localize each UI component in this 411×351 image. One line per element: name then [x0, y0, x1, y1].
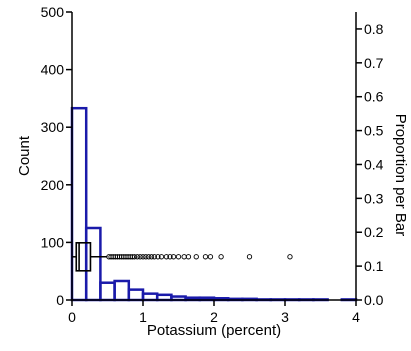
- box-outlier: [193, 254, 199, 260]
- box-outlier: [146, 254, 152, 260]
- y2-tick-label: 0.8: [364, 21, 384, 37]
- y-tick-label: 100: [41, 234, 65, 250]
- histogram-bar: [127, 288, 145, 302]
- box-outlier: [148, 254, 155, 260]
- box-outlier: [129, 254, 136, 260]
- y-axis-title: Count: [16, 135, 33, 176]
- y2-tick-label: 0.0: [364, 292, 384, 308]
- box-outlier: [181, 254, 187, 260]
- y-tick-label: 400: [41, 62, 65, 78]
- box-iqr: [75, 242, 92, 272]
- box-outlier: [143, 254, 149, 260]
- box-outlier: [163, 254, 170, 260]
- y-tick-label: 300: [41, 119, 65, 135]
- box-outlier: [134, 254, 140, 260]
- box-outlier: [218, 254, 224, 260]
- box-outlier: [167, 254, 173, 260]
- box-outlier: [151, 254, 158, 260]
- y2-tick-label: 0.6: [364, 89, 384, 105]
- box-outlier: [175, 254, 182, 260]
- box-outlier: [158, 254, 165, 260]
- box-outlier: [185, 254, 192, 260]
- histogram-bar: [113, 279, 131, 302]
- y2-tick-label: 0.3: [364, 190, 384, 206]
- histogram-bar: [141, 292, 159, 302]
- box-outlier: [140, 254, 146, 260]
- x-tick-label: 1: [139, 309, 147, 325]
- y2-axis-title: Proportion per Bar: [392, 114, 409, 237]
- x-tick-label: 2: [210, 309, 218, 325]
- axis-ticks: 0 1 2 3 4 0 100 200 300 400 500 0.0 0.1 0.2 0.3 0.4 0.5 0…: [41, 4, 384, 325]
- y-tick-label: 0: [56, 292, 64, 308]
- x-tick-label: 0: [68, 309, 76, 325]
- axes: [71, 12, 357, 301]
- y-tick-label: 500: [41, 4, 65, 20]
- box-outlier: [207, 254, 214, 260]
- box-outlier: [131, 254, 138, 260]
- histogram-bar: [155, 293, 173, 302]
- box-outlier: [287, 254, 293, 260]
- box-outlier: [155, 254, 161, 260]
- x-tick-label: 3: [281, 309, 289, 325]
- x-axis-title: Potassium (percent): [147, 322, 281, 339]
- box-outlier: [137, 254, 143, 260]
- box-outlier: [202, 254, 209, 260]
- box-outlier: [170, 254, 177, 260]
- box-plot: [72, 242, 293, 272]
- y2-tick-label: 0.2: [364, 224, 384, 240]
- box-outlier: [246, 254, 253, 260]
- y2-tick-label: 0.7: [364, 55, 384, 71]
- y2-tick-label: 0.5: [364, 123, 384, 139]
- y2-tick-label: 0.4: [364, 156, 384, 172]
- y-tick-label: 200: [41, 177, 65, 193]
- histogram-bars: [70, 106, 358, 302]
- histogram-bar: [84, 226, 102, 302]
- histogram-bar: [99, 281, 116, 302]
- x-tick-label: 4: [352, 309, 360, 325]
- y2-tick-label: 0.1: [364, 258, 384, 274]
